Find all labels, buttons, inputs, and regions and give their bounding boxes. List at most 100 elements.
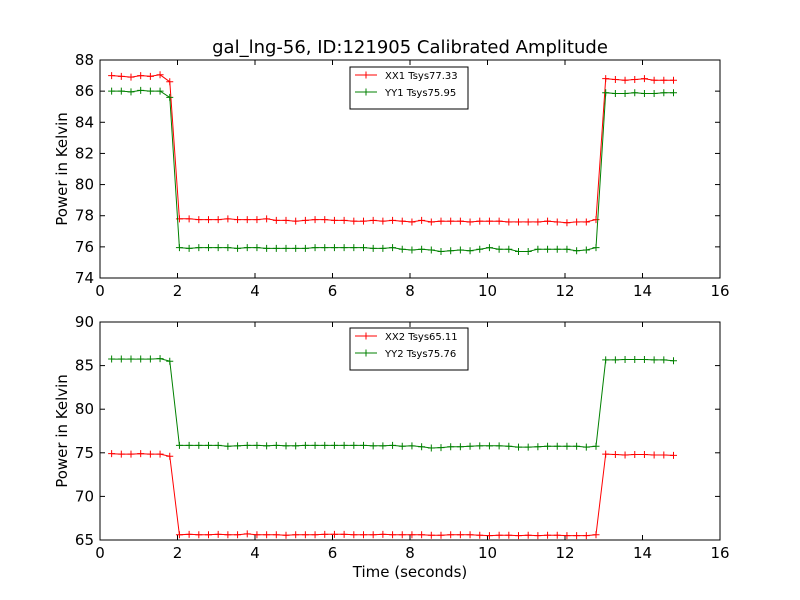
data-point (301, 216, 309, 224)
data-point (117, 450, 125, 458)
data-point (660, 356, 668, 364)
data-point (505, 218, 513, 226)
data-point (272, 441, 280, 449)
x-tick-label: 4 (250, 282, 260, 300)
data-point (146, 87, 154, 95)
x-tick-label: 14 (633, 282, 652, 300)
data-point (224, 215, 232, 223)
data-point (505, 531, 513, 539)
data-point (544, 217, 552, 225)
data-point (495, 531, 503, 539)
data-point (292, 217, 300, 225)
data-point (330, 216, 338, 224)
x-tick-label: 10 (478, 544, 497, 562)
data-point (563, 532, 571, 540)
data-point (117, 355, 125, 363)
data-point (631, 451, 639, 459)
data-point (534, 245, 542, 253)
data-point (185, 215, 193, 223)
data-point (553, 245, 561, 253)
data-point (631, 75, 639, 83)
data-point (670, 89, 677, 97)
data-point (234, 216, 242, 224)
x-tick-label: 12 (555, 282, 574, 300)
data-point (156, 71, 164, 79)
data-point (611, 89, 619, 97)
data-point (485, 244, 493, 252)
data-point (156, 87, 164, 95)
legend-label: XX1 Tsys77.33 (385, 71, 458, 82)
data-point (166, 78, 174, 86)
legend-box (349, 66, 469, 110)
data-point (263, 215, 271, 223)
data-point (379, 217, 387, 225)
y-tick-label: 70 (75, 487, 94, 505)
data-point (330, 244, 338, 252)
data-point (611, 75, 619, 83)
data-point (544, 442, 552, 450)
data-point (156, 355, 164, 363)
data-point (263, 244, 271, 252)
data-point (282, 244, 290, 252)
data-point (476, 245, 484, 253)
data-point (418, 531, 426, 539)
data-point (640, 451, 648, 459)
data-point (534, 218, 542, 226)
data-point (418, 216, 426, 224)
data-point (476, 442, 484, 450)
data-point (253, 216, 261, 224)
y-tick-label: 65 (75, 531, 94, 549)
data-point (166, 357, 174, 365)
data-point (408, 442, 416, 450)
data-point (505, 442, 513, 450)
data-point (146, 450, 154, 458)
data-point (379, 442, 387, 450)
data-point (185, 441, 193, 449)
y-tick-label: 75 (75, 444, 94, 462)
data-point (553, 531, 561, 539)
x-tick-label: 4 (250, 544, 260, 562)
x-tick-label: 2 (173, 544, 183, 562)
x-tick-label: 8 (405, 544, 415, 562)
legend: XX1 Tsys77.33 YY1 Tsys75.95 (349, 66, 469, 110)
data-point (437, 217, 445, 225)
data-point (360, 244, 367, 252)
x-tick-label: 8 (405, 282, 415, 300)
data-point (195, 531, 203, 539)
data-point (485, 217, 493, 225)
data-point (573, 442, 581, 450)
data-point (137, 450, 145, 458)
data-point (243, 216, 251, 224)
y-axis-label: Power in Kelvin (53, 112, 71, 226)
x-tick-label: 16 (710, 544, 729, 562)
data-point (282, 442, 290, 450)
y-tick-label: 86 (75, 82, 94, 100)
data-point (253, 531, 261, 539)
data-point (292, 531, 300, 539)
data-point (108, 355, 116, 363)
y-tick-label: 90 (75, 313, 94, 331)
data-point (311, 244, 319, 252)
data-point (330, 530, 338, 538)
data-point (398, 531, 406, 539)
data-point (427, 531, 435, 539)
data-point (253, 244, 261, 252)
data-point (214, 530, 222, 538)
data-point (243, 441, 251, 449)
data-point (476, 217, 484, 225)
data-point (301, 531, 309, 539)
data-point (214, 441, 222, 449)
bottom-plot-panel: 0 2 4 6 8 10 12 14 16 65 70 75 80 85 90 Power in Kelvin… (53, 313, 730, 581)
data-point (311, 216, 319, 224)
data-point (263, 442, 271, 450)
data-point (456, 217, 464, 225)
data-point (437, 531, 445, 539)
data-point (650, 451, 658, 459)
data-point (127, 355, 135, 363)
x-tick-label: 2 (173, 282, 183, 300)
series-line-1 (111, 453, 674, 537)
data-point (185, 530, 193, 538)
data-point (146, 355, 154, 363)
data-point (350, 244, 358, 252)
series-line-2 (111, 358, 674, 449)
